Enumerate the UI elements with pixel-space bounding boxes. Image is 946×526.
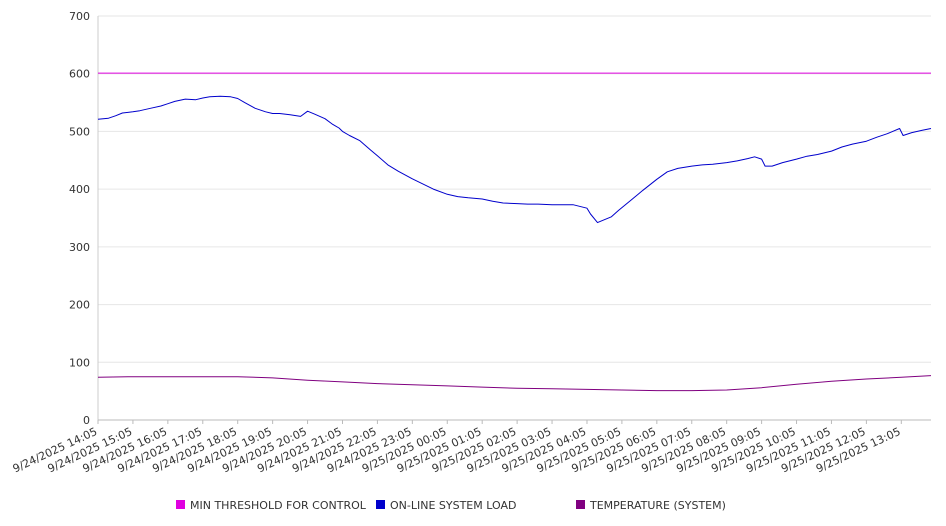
- y-tick-label: 500: [69, 125, 90, 138]
- series-line-3: [97, 375, 932, 392]
- legend-swatch: [576, 500, 585, 509]
- gridlines: [98, 15, 931, 363]
- legend-label: ON-LINE SYSTEM LOAD: [390, 499, 516, 512]
- y-tick-label: 0: [83, 414, 90, 427]
- y-tick-label: 200: [69, 299, 90, 312]
- legend-swatch: [176, 500, 185, 509]
- y-tick-labels: 0 100 200 300 400 500 600 700: [69, 10, 90, 427]
- series-lines: [97, 72, 932, 392]
- y-tick-label: 600: [69, 68, 90, 81]
- legend: MIN THRESHOLD FOR CONTROL ON-LINE SYSTEM …: [176, 499, 726, 512]
- legend-swatch: [376, 500, 385, 509]
- y-tick-label: 300: [69, 241, 90, 254]
- x-tick-labels: 9/24/2025 14:059/24/2025 15:059/24/2025 …: [11, 425, 903, 475]
- y-tick-label: 700: [69, 10, 90, 23]
- y-tick-label: 100: [69, 356, 90, 369]
- axes: [97, 16, 931, 424]
- legend-label: TEMPERATURE (SYSTEM): [589, 499, 726, 512]
- series-line-2: [97, 95, 932, 224]
- legend-label: MIN THRESHOLD FOR CONTROL: [190, 499, 367, 512]
- y-tick-label: 400: [69, 183, 90, 196]
